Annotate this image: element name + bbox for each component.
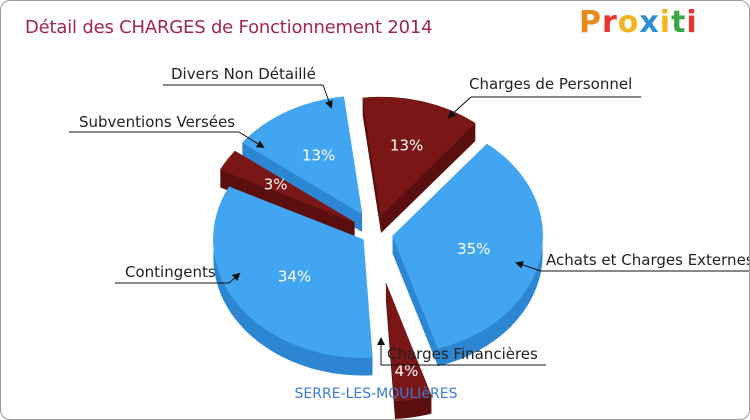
logo-letter: x [639, 5, 660, 40]
slice-category-label: Charges de Personnel [469, 75, 632, 93]
proxiti-logo: Proxiti [579, 5, 698, 40]
logo-letter: r [602, 5, 618, 40]
slice-achats-et-charges-externes [392, 143, 543, 349]
leader-arrow [447, 96, 472, 119]
slice-divers-non-d-taill- [242, 96, 363, 215]
slice-side [395, 395, 432, 419]
slice-wall [362, 97, 382, 234]
slice-charges-de-personnel [362, 96, 476, 216]
slice-contingents [213, 186, 373, 358]
slice-side [438, 144, 543, 367]
slice-category-label: Achats et Charges Externes [546, 251, 750, 269]
commune-caption: SERRE-LES-MOULIèRES [294, 386, 458, 402]
slice-percent-label: 3% [264, 176, 288, 194]
slice-wall [381, 123, 476, 234]
slice-category-label: Charges Financières [387, 345, 538, 363]
slice-side [213, 186, 373, 376]
leader-arrow [322, 84, 333, 109]
logo-letter: P [579, 5, 602, 40]
chart-title: Détail des CHARGES de Fonctionnement 201… [25, 17, 433, 38]
leader-arrow [515, 261, 542, 272]
slice-percent-label: 35% [457, 240, 490, 258]
slice-percent-label: 4% [395, 362, 419, 380]
slice-percent-label: 34% [278, 267, 311, 285]
slice-category-label: Subventions Versées [79, 113, 235, 131]
slice-percent-label: 13% [302, 147, 335, 165]
logo-letter: i [659, 5, 672, 40]
slice-category-label: Contingents [125, 263, 216, 281]
leader-arrow [228, 272, 241, 284]
slice-category-label: Divers Non Détaillé [171, 65, 316, 83]
slice-wall [392, 235, 439, 367]
leader-arrow [238, 131, 265, 149]
slice-subventions-vers-es [220, 150, 355, 223]
logo-letter: i [686, 5, 698, 40]
slice-percent-label: 13% [390, 137, 423, 155]
logo-letter: t [671, 5, 687, 40]
logo-letter: o [617, 5, 640, 40]
slice-wall [385, 283, 396, 419]
slice-charges-financi-res [385, 283, 432, 402]
slice-wall [220, 169, 355, 241]
